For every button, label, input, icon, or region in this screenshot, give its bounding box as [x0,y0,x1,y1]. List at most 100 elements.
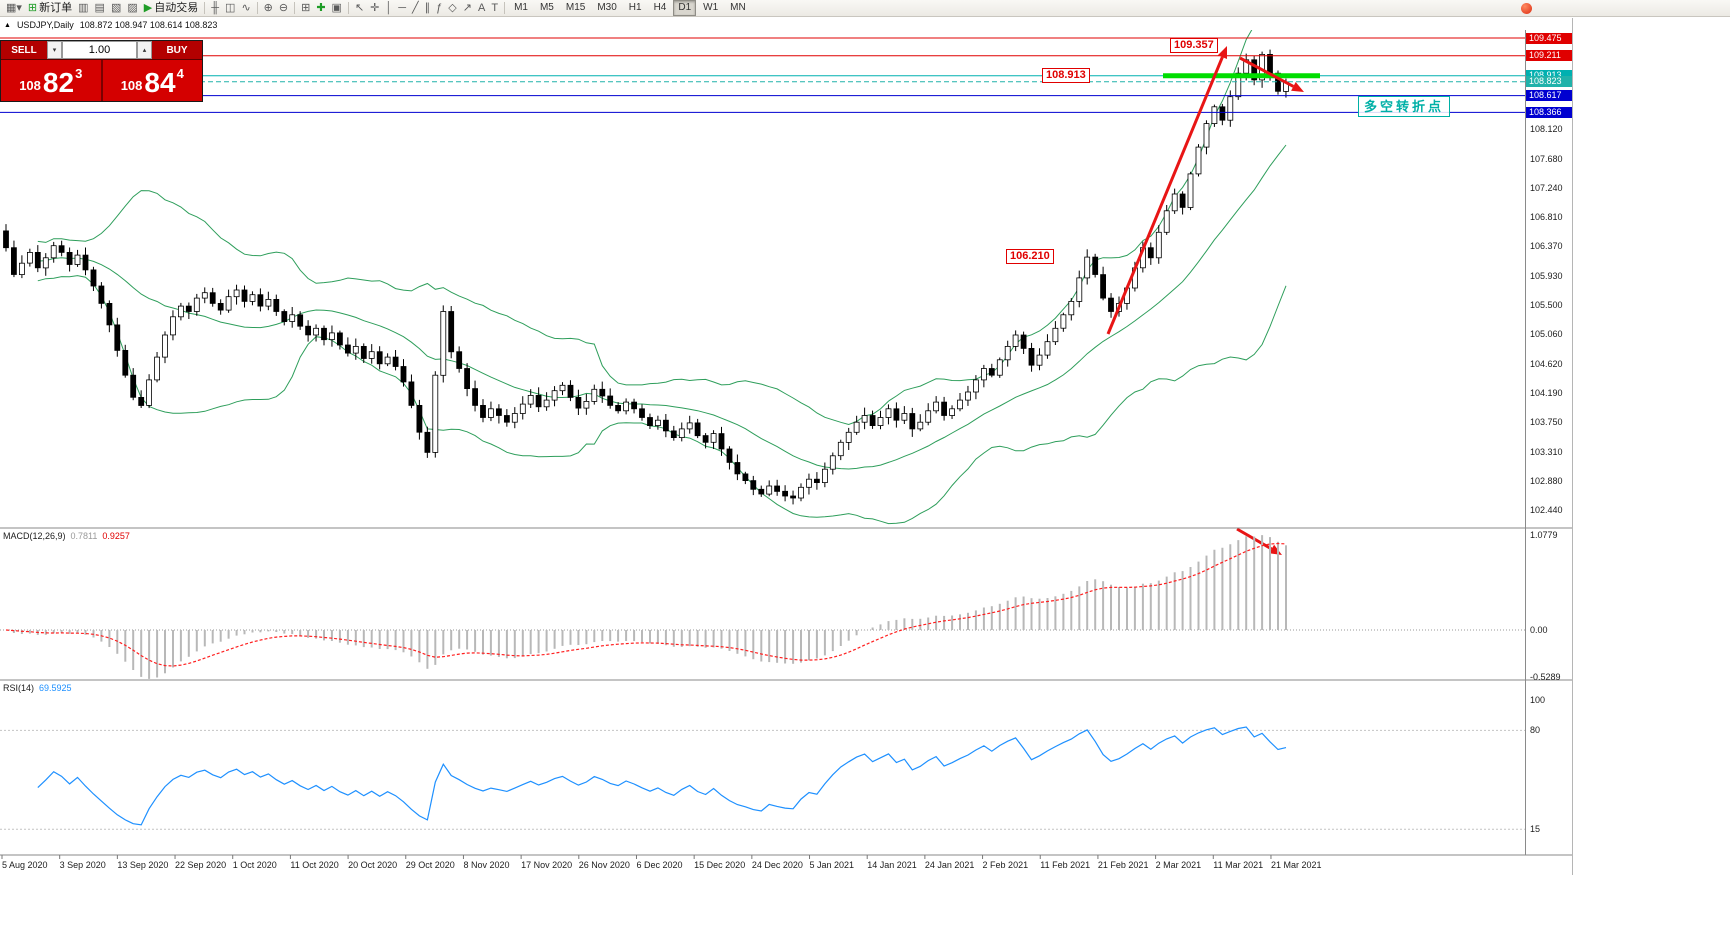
toolbar-separator [347,2,349,14]
indicators-button[interactable]: ✚ [313,1,328,16]
navigator-button[interactable]: ▧ [108,1,124,16]
main-toolbar: ▦▾ ⊞ 新订单 ▥ ▤ ▧ ▨ ▶ 自动交易 ╫ ◫ ∿ ⊕ ⊖ ⊞ ✚ ▣ ↖ ✛ │ ─ ╱ ∥ ƒ ◇ ↗ A T M1 M5 M1… [0,0,1730,17]
bar-chart-button[interactable]: ╫ [208,1,222,16]
vertical-line-button-icon: │ [385,1,393,14]
arrows-button[interactable]: ↗ [460,1,475,16]
terminal-button-icon: ▨ [127,1,138,14]
macd-indicator-label: MACD(12,26,9) 0.7811 0.9257 [3,531,135,541]
buy-price-display[interactable]: 108 84 4 [103,60,203,101]
shapes-button[interactable]: ◇ [445,1,459,16]
new-order-button[interactable]: ⊞ 新订单 [25,1,75,16]
arrows-button-icon: ↗ [462,1,472,14]
timeframe-m1-button[interactable]: M1 [514,2,528,13]
rsi-plot[interactable] [0,726,1525,830]
macd-plot[interactable] [0,535,1525,679]
new-order-button-label: 新订单 [39,1,73,14]
indicators-button-icon: ✚ [316,1,326,14]
trendline-button[interactable]: ╱ [409,1,422,16]
bar-chart-button-icon: ╫ [211,1,220,14]
market-watch-button-icon: ▥ [78,1,89,14]
buy-price-sup: 4 [176,66,184,81]
sell-button[interactable]: SELL [1,41,47,59]
sell-price-prefix: 108 [19,78,41,93]
timeframe-mn-button[interactable]: MN [730,2,746,13]
tile-windows-button[interactable]: ⊞ [298,1,313,16]
volume-input[interactable] [62,41,137,59]
trend-arrow[interactable] [1106,46,1227,335]
rsi-title: RSI(14) [3,683,35,693]
market-watch-button[interactable]: ▥ [75,1,91,16]
zoom-out-button[interactable]: ⊖ [276,1,291,16]
shapes-button-icon: ◇ [448,1,457,14]
vertical-line-button[interactable]: │ [382,1,395,16]
fibonacci-button-icon: ƒ [436,1,443,14]
sell-price-big: 82 [42,67,75,98]
candlestick-chart-button[interactable]: ◫ [222,1,238,16]
collapse-panel-icon[interactable]: ▲ [4,21,11,29]
timeframe-m15-button[interactable]: M15 [565,2,586,13]
price-plot[interactable] [3,4,1289,525]
timeframe-d1-button[interactable]: D1 [673,0,697,16]
horizontal-line-button[interactable]: ─ [395,1,409,16]
line-chart-button[interactable]: ∿ [238,1,253,16]
data-window-button[interactable]: ▤ [92,1,108,16]
sell-price-sup: 3 [75,66,83,81]
toolbar-separator [204,2,206,14]
new-chart-menu-icon: ▦▾ [6,1,22,14]
trade-prices-row: 108 82 3 108 84 4 [1,60,202,101]
cursor-button-icon: ↖ [354,1,365,14]
auto-trading-button-label: 自动交易 [154,1,199,14]
volume-decrease-button[interactable]: ▾ [47,41,62,59]
tile-windows-button-icon: ⊞ [301,1,311,14]
horizontal-line-button-icon: ─ [398,1,407,14]
cursor-button[interactable]: ↖ [352,1,367,16]
candlestick-chart-button-icon: ◫ [225,1,236,14]
trend-arrow[interactable] [1239,56,1304,92]
data-window-button-icon: ▤ [94,1,105,14]
bollinger-lower-band [37,275,1287,525]
toolbar-separator [504,2,506,14]
navigator-button-icon: ▧ [110,1,122,14]
timeframe-w1-button[interactable]: W1 [703,2,719,13]
channel-button[interactable]: ∥ [422,1,434,16]
trendline-button-icon: ╱ [412,1,419,14]
bollinger-upper-band [37,30,1253,426]
rsi-value: 69.5925 [39,683,72,693]
buy-price-prefix: 108 [120,78,143,93]
macd-signal-value: 0.9257 [102,531,130,541]
new-chart-menu[interactable]: ▦▾ [3,1,25,16]
zoom-in-button[interactable]: ⊕ [261,1,276,16]
macd-value: 0.7811 [70,531,98,541]
one-click-trading-panel: SELL ▾ ▴ BUY 108 82 3 108 84 4 [0,40,203,102]
macd-title: MACD(12,26,9) [3,531,66,541]
timeframe-h1-button[interactable]: H1 [628,2,642,13]
rsi-indicator-label: RSI(14) 69.5925 [3,683,77,693]
sell-price-display[interactable]: 108 82 3 [1,60,101,101]
templates-button[interactable]: ▣ [329,1,345,16]
trend-arrow[interactable] [1236,527,1282,555]
volume-increase-button[interactable]: ▴ [137,41,152,59]
auto-trading-button-icon: ▶ [143,1,153,14]
auto-trading-button[interactable]: ▶ 自动交易 [141,1,201,16]
terminal-button[interactable]: ▨ [124,1,140,16]
rsi-line [37,726,1287,826]
buy-button[interactable]: BUY [152,41,202,59]
trade-controls-row: SELL ▾ ▴ BUY [1,41,202,60]
line-chart-button-icon: ∿ [241,1,251,14]
macd-signal-line [5,542,1287,667]
timeframe-m30-button[interactable]: M30 [597,2,617,13]
fibonacci-button[interactable]: ƒ [433,1,445,16]
alert-icon[interactable] [1521,3,1532,14]
text-button[interactable]: A [475,1,488,16]
timeframe-m5-button[interactable]: M5 [539,2,554,13]
label-button-icon: T [491,1,499,14]
chart-header: ▲ USDJPY,Daily 108.872 108.947 108.614 1… [4,20,217,30]
zoom-in-button-icon: ⊕ [263,1,273,14]
label-button[interactable]: T [488,1,501,16]
bollinger-middle-band [37,144,1287,470]
price-divider [100,60,103,101]
timeframe-h4-button[interactable]: H4 [653,2,667,13]
crosshair-button[interactable]: ✛ [367,1,382,16]
